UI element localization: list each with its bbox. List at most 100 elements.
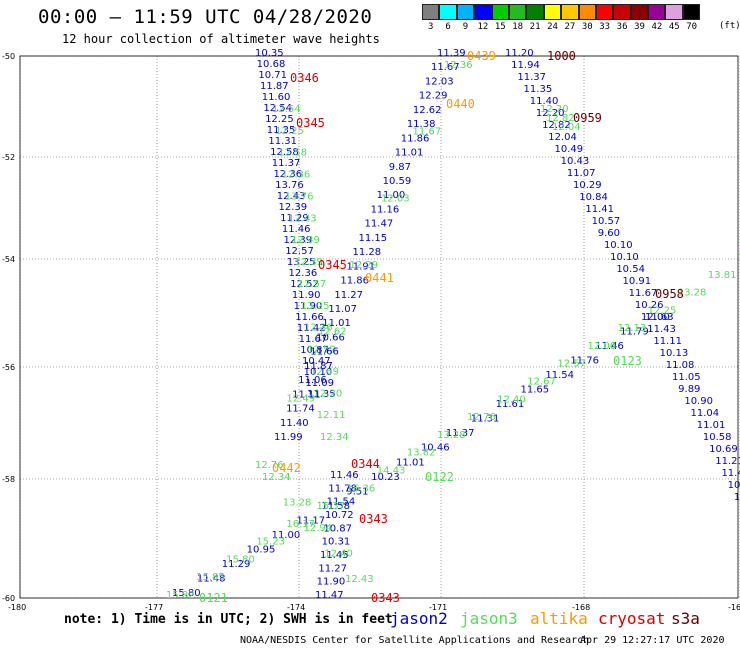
wave-height-value: 11.41	[585, 204, 614, 215]
lon-tick-label: -174	[287, 603, 305, 612]
wave-height-value: 13.28	[283, 498, 312, 509]
wave-height-value: 10.87	[300, 345, 329, 356]
wave-height-value: 12.82	[542, 120, 571, 131]
track-jason2: 11.2011.9411.3711.3511.4012.2012.8212.04…	[505, 48, 740, 503]
wave-height-value: 11.94	[511, 60, 540, 71]
wave-height-value: 12.36	[444, 60, 473, 71]
wave-height-value: 11.67	[629, 288, 658, 299]
wave-height-value: 11.06	[298, 375, 327, 386]
wave-height-value: 10.26	[635, 300, 664, 311]
wave-height-value: 11.76	[570, 356, 599, 367]
wave-height-value: 11.46	[330, 470, 359, 481]
wave-height-value: 10.59	[383, 176, 412, 187]
wave-height-value: 11.39	[437, 48, 466, 59]
wave-height-value: 13.76	[275, 180, 304, 191]
wave-height-value: 11.90	[317, 577, 346, 588]
wave-height-value: 12.03	[425, 76, 454, 87]
wave-height-value: 10.58	[703, 432, 732, 443]
wave-height-value: 12.57	[557, 359, 586, 370]
wave-height-value: 11.47	[365, 219, 394, 230]
scale-swatch	[561, 4, 579, 20]
wave-height-value: 11.37	[517, 72, 546, 83]
track-jason2: 11.46 11.78 11.54 10.72 10.87 10.31 11.45 11.27…	[315, 470, 359, 601]
pass-time-label: 0346	[290, 71, 319, 85]
wave-height-value: 15.82	[166, 590, 195, 601]
wave-height-value: 11.35	[267, 125, 296, 136]
wave-height-value: 12.57	[298, 279, 327, 290]
wave-height-value: 11.47	[315, 590, 344, 601]
wave-height-value: 11.45	[320, 550, 349, 561]
wave-height-value: 12.36	[304, 323, 333, 334]
wave-height-value: 11.27	[334, 290, 363, 301]
wave-height-value: 10.87	[323, 523, 352, 534]
lon-tick-label: -16	[728, 603, 740, 612]
pass-time-label: 0343	[371, 591, 400, 605]
scale-label: 24	[547, 22, 558, 32]
wave-height-value: 11.37	[446, 428, 475, 439]
wave-height-value: 9.51	[346, 486, 368, 497]
wave-height-value: 10.47	[302, 356, 331, 367]
color-scale-unit: (ft)	[719, 21, 740, 31]
scale-swatch	[526, 4, 544, 20]
scale-swatch	[491, 4, 509, 20]
wave-height-value: 11.40	[280, 418, 309, 429]
wave-height-value: 11.01	[322, 318, 351, 329]
scale-label: 15	[494, 22, 506, 32]
wave-height-value: 10.49	[554, 144, 583, 155]
wave-height-value: 11.48	[197, 573, 226, 584]
footer-credit: NOAA/NESDIS Center for Satellite Applica…	[240, 635, 590, 646]
lat-tick-label: -60	[2, 594, 15, 603]
track-jason2: 11.39 11.67 12.03 12.29 12.62 11.38 11.86 11.01…	[274, 48, 466, 443]
wave-height-value: 13.81	[708, 270, 737, 281]
wave-height-value: 12.58	[278, 148, 307, 159]
wave-height-value: 12.34	[262, 472, 291, 483]
wave-height-value: 11.01	[697, 420, 726, 431]
wave-height-value: 12.62	[413, 105, 442, 116]
wave-height-value: 16.36	[347, 483, 376, 494]
scale-swatch	[630, 4, 649, 20]
wave-height-value: 11.63	[645, 312, 674, 323]
legend-altika: altika	[530, 609, 588, 628]
wave-height-value: 11.37	[272, 158, 301, 169]
legend-s3a: s3a	[671, 609, 700, 628]
wave-height-value: 12.57	[285, 246, 314, 257]
scale-label: 21	[529, 22, 541, 32]
wave-height-value: 11.01	[395, 148, 424, 159]
pass-time-label: 0121	[199, 591, 228, 605]
wave-height-value: 11.29	[280, 213, 309, 224]
track-jason3: 15.8215.8515.8015.2316.1715.3716.3614.43…	[166, 252, 740, 601]
scale-label: 12	[477, 22, 489, 32]
wave-height-value: 11.61	[496, 399, 525, 410]
wave-height-value: 11.46	[282, 224, 311, 235]
scale-swatch	[508, 4, 527, 20]
lon-tick-label: -171	[429, 603, 447, 612]
wave-height-value: 15.80	[172, 588, 201, 599]
pass-time-labels: 0346 0345 0345 0439 1000 0440 0959 0441 0958 0123…	[199, 49, 684, 605]
wave-height-value: 11.28	[352, 247, 381, 258]
scale-swatch	[456, 4, 475, 20]
wave-height-value: 13.25	[287, 257, 316, 268]
wave-height-value: 12.76	[255, 460, 284, 471]
scale-label: 36	[616, 22, 628, 32]
wave-height-value: 10.57	[592, 216, 621, 227]
wave-height-value: 10.43	[561, 156, 590, 167]
wave-height-value: 10.46	[421, 443, 450, 454]
page-subtitle: 12 hour collection of altimeter wave hei…	[62, 32, 380, 46]
pass-time-label: 0343	[359, 512, 388, 526]
wave-height-value: 12.06	[587, 341, 616, 352]
wave-height-value: 12.20	[540, 104, 569, 115]
wave-height-value: 11.91	[346, 261, 375, 272]
wave-height-value: 12.52	[290, 279, 319, 290]
wave-height-value: 11.16	[371, 204, 400, 215]
wave-height-value: 12.03	[381, 193, 410, 204]
wave-height-value: 12.29	[350, 260, 379, 271]
lat-tick-label: -50	[2, 52, 15, 61]
wave-height-value: 12.62	[318, 327, 347, 338]
wave-height-value: 11.29	[222, 559, 251, 570]
pass-time-label: 0959	[573, 111, 602, 125]
legend-jason3: jason3	[460, 609, 518, 628]
wave-height-value: 12.04	[548, 132, 577, 143]
lat-tick-label: -52	[2, 153, 15, 162]
wave-height-value: 12.20	[314, 388, 343, 399]
wave-height-value: 10.69	[709, 444, 738, 455]
